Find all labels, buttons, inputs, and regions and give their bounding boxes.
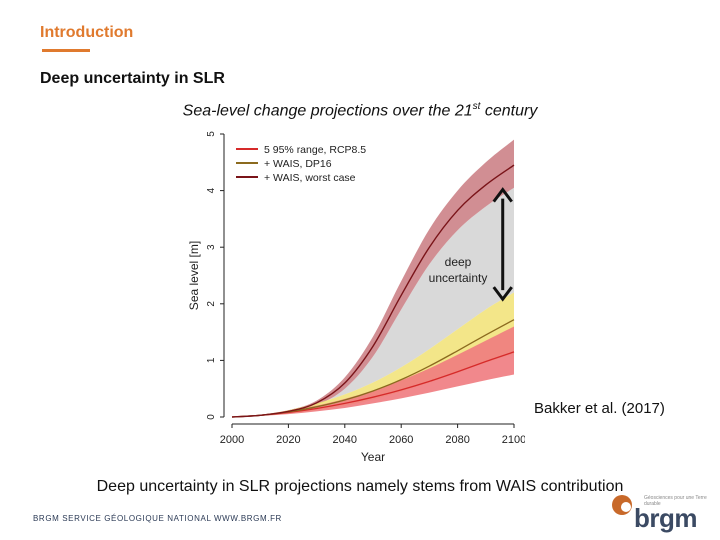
annotation-line-2: uncertainty	[429, 271, 488, 285]
x-axis-label: Year	[361, 450, 385, 464]
subtitle-superscript: st	[472, 101, 481, 112]
y-tick-label-1: 1	[206, 357, 217, 363]
annotation-line-1: deep	[445, 255, 472, 269]
section-underline	[42, 49, 90, 52]
x-tick-label-2060: 2060	[389, 434, 413, 446]
subtitle-end: century	[480, 102, 538, 120]
logo-tagline: Géosciences pour une Terre durable	[644, 495, 707, 507]
worst-case-line	[231, 164, 515, 418]
x-tick-label-2040: 2040	[333, 434, 357, 446]
y-tick-label-3: 3	[206, 244, 217, 250]
deep-uncertainty-arrowhead-up	[492, 187, 513, 203]
citation: Bakker et al. (2017)	[530, 399, 669, 418]
y-tick-label-0: 0	[206, 414, 217, 420]
subtitle-main: Sea-level change projections over the 21	[182, 102, 473, 120]
conclusion-text: Deep uncertainty in SLR projections name…	[96, 478, 624, 495]
worst-case-band	[232, 139, 514, 417]
section-title: Introduction	[40, 24, 134, 41]
sea-level-chart: 0 1 2 3 4 5 2000 2020 2040 2060 2080 2100 Year Sea le…	[187, 131, 525, 464]
legend-label-2: + WAIS, worst case	[264, 172, 356, 184]
x-tick-label-2080: 2080	[445, 434, 469, 446]
logo-wordmark: brgm	[634, 503, 698, 533]
deep-uncertainty-arrowhead-down	[492, 286, 513, 302]
y-tick-label-5: 5	[206, 131, 217, 137]
footer-text: BRGM SERVICE GÉOLOGIQUE NATIONAL WWW.BRG…	[33, 514, 282, 523]
brgm-logo: Géosciences pour une Terre durable brgm	[608, 493, 712, 535]
x-tick-label-2020: 2020	[276, 434, 300, 446]
y-tick-label-2: 2	[206, 301, 217, 307]
slide-heading: Deep uncertainty in SLR	[40, 70, 225, 87]
y-tick-label-4: 4	[206, 187, 217, 193]
y-axis-label: Sea level [m]	[187, 241, 201, 310]
legend-label-0: 5 95% range, RCP8.5	[264, 144, 366, 156]
x-tick-label-2100: 2100	[502, 434, 525, 446]
logo-mark-icon	[612, 495, 632, 515]
chart-subtitle: Sea-level change projections over the 21…	[0, 101, 720, 120]
legend-label-1: + WAIS, DP16	[264, 158, 332, 170]
x-tick-label-2000: 2000	[220, 434, 244, 446]
deep-uncertainty-band	[232, 187, 514, 417]
